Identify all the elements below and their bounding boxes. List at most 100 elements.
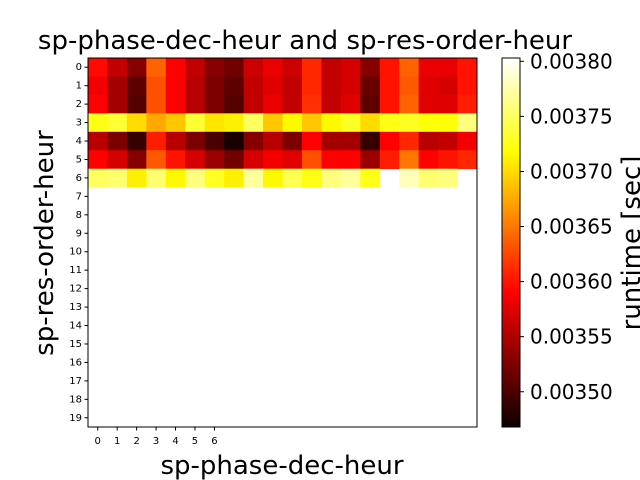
heatmap-cell (263, 168, 283, 188)
heatmap-cell (379, 76, 400, 96)
x-tick-label: 1 (114, 436, 120, 447)
heatmap-cell (243, 58, 264, 77)
heatmap-cell (204, 94, 225, 114)
y-tick-label: 19 (69, 413, 82, 424)
heatmap-cell (438, 76, 458, 96)
heatmap-cell (126, 131, 147, 151)
heatmap-cell (301, 58, 322, 77)
heatmap-cell (282, 131, 303, 151)
heatmap-cell (282, 94, 303, 114)
heatmap-cell (88, 131, 108, 151)
heatmap-cell (107, 76, 128, 96)
heatmap-cell (243, 131, 264, 151)
heatmap-cell (438, 113, 458, 133)
y-tick-label: 7 (76, 191, 82, 202)
heatmap-cell (263, 94, 283, 114)
x-tick-label: 3 (153, 436, 159, 447)
heatmap-cell (457, 150, 478, 170)
y-tick-label: 17 (69, 376, 82, 387)
heatmap-cell (418, 76, 439, 96)
heatmap-cell (126, 150, 147, 170)
heatmap-cell (282, 113, 303, 133)
y-tick-label: 13 (69, 302, 82, 313)
heatmap-cell (165, 58, 186, 77)
heatmap-cell (88, 76, 108, 96)
heatmap-cell (263, 58, 283, 77)
heatmap-cell (263, 113, 283, 133)
heatmap-cell (399, 168, 420, 188)
heatmap-cell (379, 94, 400, 114)
heatmap-cell (321, 150, 342, 170)
heatmap-cell (301, 150, 322, 170)
heatmap-cell (224, 58, 244, 77)
heatmap-cell (418, 168, 439, 188)
y-tick-label: 9 (76, 228, 82, 239)
heatmap-cell (282, 58, 303, 77)
heatmap-cell (146, 131, 167, 151)
heatmap-cell (88, 113, 108, 133)
heatmap-cell (438, 131, 458, 151)
heatmap-cell (204, 150, 225, 170)
heatmap-cell (457, 131, 478, 151)
heatmap-cell (204, 58, 225, 77)
heatmap-cell (340, 150, 361, 170)
heatmap-cell (146, 113, 167, 133)
heatmap-cell (282, 150, 303, 170)
x-tick-label: 2 (133, 436, 139, 447)
heatmap-cell (204, 113, 225, 133)
heatmap-cell (457, 58, 478, 77)
y-tick-label: 18 (69, 394, 82, 405)
heatmap-cell (301, 94, 322, 114)
y-tick-label: 10 (69, 247, 82, 258)
x-tick-label: 4 (172, 436, 178, 447)
heatmap-cell (360, 58, 381, 77)
heatmap-cell (146, 58, 167, 77)
heatmap-cell (379, 58, 400, 77)
heatmap-cell (321, 58, 342, 77)
heatmap-cell (88, 168, 108, 188)
heatmap-cell (107, 58, 128, 77)
heatmap-cell (224, 113, 244, 133)
heatmap-cell (224, 94, 244, 114)
colorbar-tick-label: 0.00355 (530, 325, 613, 349)
colorbar-tick-label: 0.00375 (530, 104, 613, 128)
heatmap-cell (126, 94, 147, 114)
heatmap-cell (88, 94, 108, 114)
colorbar-tick-label: 0.00360 (530, 270, 613, 294)
y-axis-label: sp-res-order-heur (30, 130, 60, 356)
y-tick-label: 1 (76, 81, 82, 92)
y-tick-label: 0 (76, 62, 82, 73)
heatmap-cell (360, 131, 381, 151)
heatmap-cell (399, 58, 420, 77)
heatmap-cell (165, 94, 186, 114)
heatmap-cell (107, 168, 128, 188)
y-tick-label: 3 (76, 118, 82, 129)
heatmap-cell (204, 76, 225, 96)
heatmap-cell (340, 131, 361, 151)
y-tick-label: 6 (76, 173, 82, 184)
y-tick-label: 11 (69, 265, 82, 276)
heatmap-cell (399, 131, 420, 151)
heatmap-cell (243, 168, 264, 188)
heatmap-cell (438, 58, 458, 77)
heatmap-cell (243, 113, 264, 133)
heatmap-cell (165, 168, 186, 188)
heatmap-cell (399, 113, 420, 133)
heatmap-cell (321, 168, 342, 188)
plot-frame (87, 57, 478, 428)
heatmap-cell (263, 76, 283, 96)
heatmap-cell (418, 113, 439, 133)
heatmap-cell (165, 76, 186, 96)
y-tick-label: 16 (69, 357, 82, 368)
heatmap-cell (224, 76, 244, 96)
x-axis-label: sp-phase-dec-heur (160, 451, 403, 480)
heatmap-cell (146, 150, 167, 170)
heatmap-cell (107, 94, 128, 114)
heatmap-cell (379, 150, 400, 170)
colorbar-label: runtime [sec] (617, 156, 640, 331)
heatmap-cell (107, 131, 128, 151)
heatmap-cell (360, 76, 381, 96)
heatmap-cell (224, 131, 244, 151)
